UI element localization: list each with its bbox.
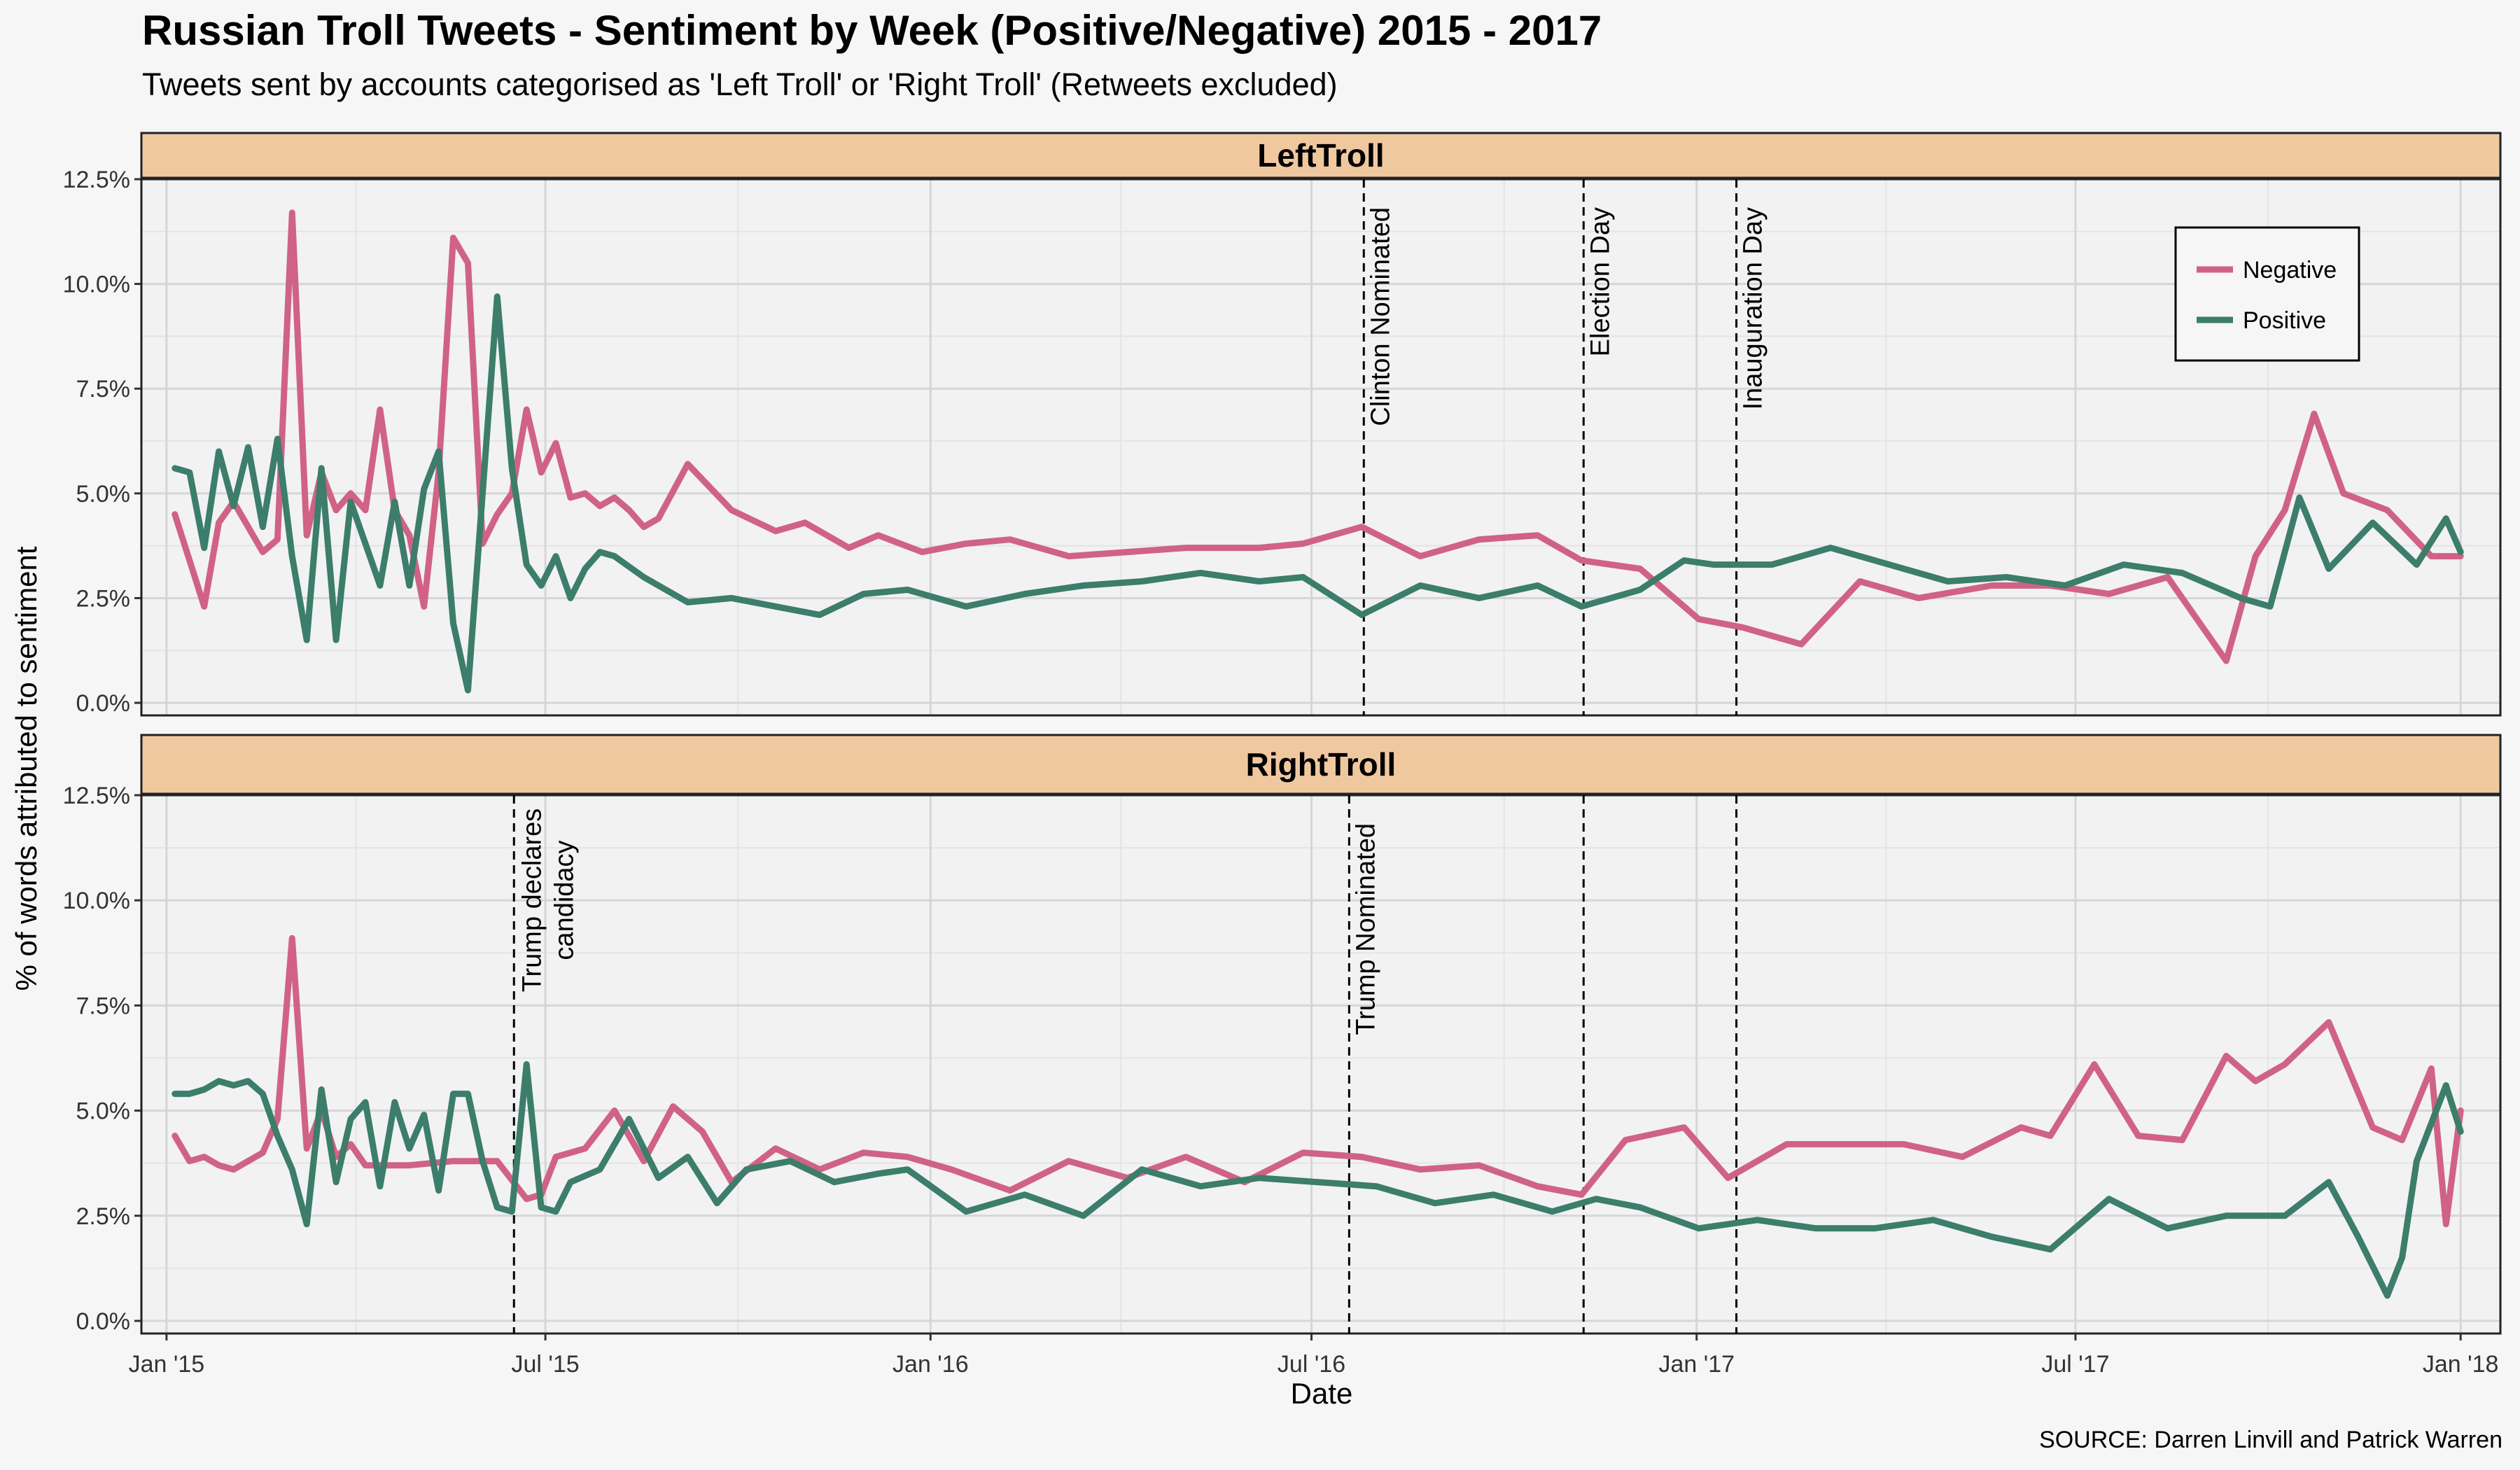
plot-border (140, 178, 2502, 717)
event-label-line: Trump Nominated (1351, 823, 1380, 1035)
strip-box (140, 132, 2502, 179)
y-tick-label: 10.0% (63, 888, 130, 914)
x-tick-label: Jan '15 (129, 1351, 205, 1378)
panel-righttroll: RightTroll 0.0% 2.5% 5.0% 7.5% 10.0% 12.5% Trum… (63, 734, 2502, 1335)
y-tick-label: 2.5% (76, 585, 131, 612)
legend-box (2174, 226, 2360, 362)
series-line-negative (172, 209, 2464, 664)
event-label: Clinton Nominated (1366, 207, 1395, 426)
y-tick-label: 7.5% (76, 376, 131, 402)
event-label-line: Election Day (1586, 207, 1615, 356)
strip-label: RightTroll (1246, 746, 1396, 783)
event-label-line: Inauguration Day (1739, 207, 1768, 410)
x-tick-label: Jul '16 (1278, 1351, 1345, 1378)
legend-label: Positive (2243, 307, 2326, 334)
y-tick-label: 0.0% (76, 690, 131, 717)
plot-area (140, 178, 2502, 717)
x-tick-label: Jan '18 (2423, 1351, 2499, 1378)
x-tick-label: Jan '16 (892, 1351, 969, 1378)
event-label-line: Clinton Nominated (1366, 207, 1395, 426)
plot-border (140, 794, 2502, 1335)
y-tick-label: 0.0% (76, 1308, 131, 1335)
y-tick-label: 5.0% (76, 1098, 131, 1125)
chart-title: Russian Troll Tweets - Sentiment by Week… (142, 7, 1602, 54)
y-tick-label: 12.5% (63, 783, 130, 809)
series-line-positive (172, 293, 2464, 694)
chart-subtitle: Tweets sent by accounts categorised as '… (142, 66, 1338, 102)
event-label-line: candidacy (550, 840, 579, 960)
legend-label: Negative (2243, 257, 2337, 284)
event-label: Inauguration Day (1739, 207, 1768, 410)
panel-lefttroll: LeftTroll 0.0% 2.5% 5.0% 7.5% 10.0% 12.5% Clint… (63, 132, 2502, 717)
y-tick-label: 10.0% (63, 272, 130, 298)
strip-box (140, 734, 2502, 795)
x-tick-label: Jul '15 (512, 1351, 580, 1378)
source-caption: SOURCE: Darren Linvill and Patrick Warre… (2039, 1427, 2502, 1453)
x-tick-label: Jul '17 (2041, 1351, 2109, 1378)
x-axis: Jan '15 Jul '15 Jan '16 Jul '16 Jan '17 Jul '… (129, 1334, 2499, 1378)
event-label: Election Day (1586, 207, 1615, 356)
series-line-positive (172, 1061, 2464, 1299)
x-axis-label: Date (1291, 1377, 1353, 1410)
strip-label: LeftTroll (1257, 137, 1384, 174)
event-label-line: Trump declares (517, 808, 547, 993)
y-tick-label: 12.5% (63, 167, 130, 193)
y-tick-label: 5.0% (76, 481, 131, 507)
plot-area (140, 794, 2502, 1335)
facet-panels: LeftTroll 0.0% 2.5% 5.0% 7.5% 10.0% 12.5% Clint… (63, 132, 2502, 1335)
event-label: Trump declares candidacy (517, 808, 579, 993)
legend: Negative Positive (2174, 226, 2360, 362)
event-label: Trump Nominated (1351, 823, 1380, 1035)
y-tick-label: 2.5% (76, 1203, 131, 1230)
y-axis-label: % of words attributed to sentiment (10, 546, 43, 990)
x-tick-label: Jan '17 (1658, 1351, 1735, 1378)
y-tick-label: 7.5% (76, 993, 131, 1019)
